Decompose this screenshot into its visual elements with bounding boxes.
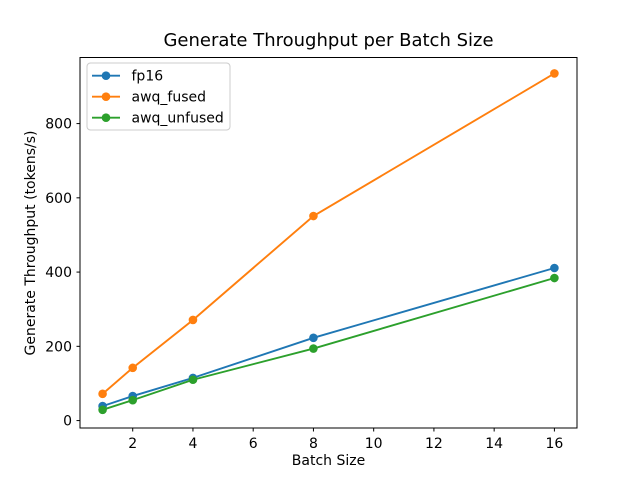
data-point-awq_unfused [550,273,559,283]
data-point-fp16 [309,333,318,343]
series-line-awq_unfused [101,277,556,411]
y-tick-label: 800 [45,117,72,133]
plot-frame [79,57,578,429]
data-point-awq_fused [309,211,318,221]
x-tick-label: 4 [188,436,197,452]
x-tick-label: 2 [128,436,137,452]
data-point-awq_fused [188,315,198,325]
data-point-awq_fused [128,363,138,373]
y-tick-label: 400 [45,265,72,281]
y-tick-label: 0 [63,414,72,430]
chart-title: Generate Throughput per Batch Size [163,30,494,51]
x-tick-label: 6 [249,436,258,452]
data-point-awq_fused [98,389,107,399]
data-point-fp16 [550,263,559,273]
data-point-awq_unfused [128,395,138,405]
x-tick-label: 16 [545,436,563,452]
data-point-awq_unfused [309,344,318,353]
data-point-awq_unfused [188,375,198,385]
x-tick-label: 8 [309,436,318,452]
legend-label: fp16 [132,69,164,85]
legend-box [86,62,231,131]
legend-label: awq_unfused [132,111,224,127]
legend-marker [101,71,111,80]
y-tick-label: 600 [45,191,72,207]
x-tick-label: 14 [485,436,503,452]
data-point-awq_unfused [98,405,107,415]
x-axis-label: Batch Size [291,453,366,469]
legend-marker [101,92,111,101]
x-tick-label: 10 [365,436,383,452]
legend-marker [101,113,111,122]
y-axis-label: Generate Throughput (tokens/s) [23,130,39,356]
data-point-awq_fused [550,69,559,78]
y-tick-label: 200 [45,339,72,355]
legend-label: awq_fused [132,90,207,106]
x-tick-label: 12 [425,436,443,452]
